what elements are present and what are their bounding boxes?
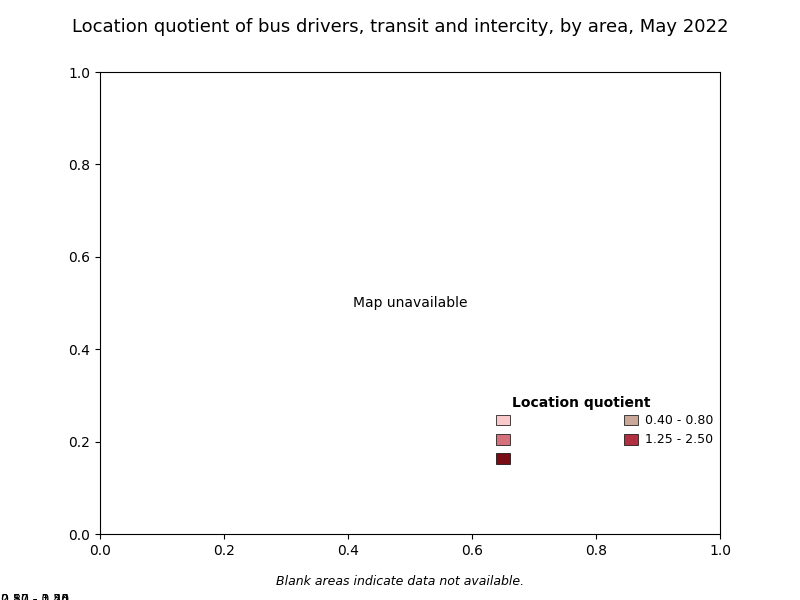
Text: Map unavailable: Map unavailable — [353, 296, 467, 310]
Text: Location quotient of bus drivers, transit and intercity, by area, May 2022: Location quotient of bus drivers, transi… — [72, 18, 728, 36]
Text: Location quotient: Location quotient — [512, 396, 650, 410]
Text: 0.40 - 0.80: 0.40 - 0.80 — [645, 413, 713, 427]
Text: 1.25 - 2.50: 1.25 - 2.50 — [645, 433, 713, 446]
Text: 0.17 - 0.40: 0.17 - 0.40 — [1, 593, 69, 600]
Text: 2.50 - 3.54: 2.50 - 3.54 — [1, 593, 69, 600]
Text: Blank areas indicate data not available.: Blank areas indicate data not available. — [276, 575, 524, 588]
Text: 0.80 - 1.25: 0.80 - 1.25 — [1, 593, 69, 600]
